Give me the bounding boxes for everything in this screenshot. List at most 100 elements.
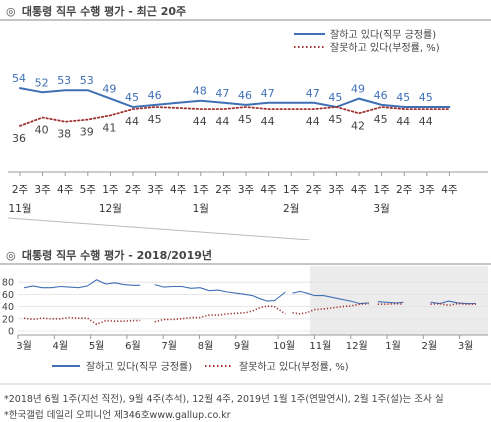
x-tick-label: 3주 — [419, 184, 436, 196]
series-line-negative — [19, 106, 451, 127]
data-label-positive: 47 — [306, 87, 320, 100]
top-line-chart: 잘하고 있다(직무 긍정률)잘못하고 있다(부정률, %) 54 52 53 53 49 4… — [0, 19, 491, 240]
data-label-negative: 45 — [374, 113, 388, 126]
legend-label-positive: 잘하고 있다(직무 긍정률) — [330, 28, 436, 41]
data-label-negative: 44 — [306, 115, 320, 128]
data-label-positive: 46 — [238, 89, 252, 102]
series-segment-positive — [377, 301, 404, 304]
data-label-positive: 48 — [193, 85, 207, 98]
data-label-positive: 46 — [374, 89, 388, 102]
data-label-negative: 38 — [57, 128, 71, 141]
x-tick-label: 3주 — [147, 184, 164, 196]
title-mark-icon: ◎ — [6, 249, 16, 262]
y-tick-label: 20 — [2, 314, 14, 325]
series-segment-negative — [154, 305, 286, 323]
data-label-positive: 45 — [328, 91, 342, 104]
data-label-negative: 36 — [12, 132, 26, 145]
data-label-positive: 45 — [419, 91, 433, 104]
x-tick-label: 1주 — [373, 184, 390, 196]
x-tick-label: 4주 — [351, 184, 368, 196]
series-line-positive — [19, 87, 451, 109]
x-tick-label: 3주 — [34, 184, 51, 196]
series-segment-negative — [430, 302, 476, 307]
top-chart-title-text: 대통령 직무 수행 평가 - 최근 20주 — [21, 5, 187, 18]
x-month-label: 5월 — [89, 340, 105, 352]
x-month-label: 4월 — [53, 340, 69, 352]
data-label-positive: 49 — [351, 83, 365, 96]
x-month-label: 3월 — [16, 340, 32, 352]
data-label-negative: 41 — [102, 121, 116, 134]
x-tick-label: 2주 — [12, 184, 29, 196]
data-label-negative: 44 — [125, 115, 139, 128]
data-label-positive: 49 — [102, 83, 116, 96]
data-label-positive: 54 — [12, 72, 26, 85]
x-tick-label: 4주 — [441, 184, 458, 196]
bottom-chart-title: ◎ 대통령 직무 수행 평가 - 2018/2019년 — [6, 247, 212, 263]
x-month-label: 7월 — [161, 340, 177, 352]
data-label-positive: 46 — [148, 89, 162, 102]
footnote-survey-gaps: *2018년 6월 1주(지선 직전), 9월 4주(추석), 12월 4주, … — [4, 394, 444, 405]
x-month-label: 11월 — [309, 340, 331, 352]
y-tick-label: 0 — [8, 327, 14, 338]
y-tick-label: 40 — [2, 302, 14, 313]
x-tick-label: 2주 — [125, 184, 142, 196]
data-label-negative: 42 — [351, 119, 365, 132]
x-tick-label: 1주 — [283, 184, 300, 196]
x-tick-label: 1주 — [102, 184, 119, 196]
bottom-chart-title-text: 대통령 직무 수행 평가 - 2018/2019년 — [21, 249, 213, 262]
data-label-positive: 53 — [80, 74, 94, 87]
data-label-positive: 45 — [396, 91, 410, 104]
series-segment-positive — [154, 284, 286, 302]
data-label-negative: 45 — [328, 113, 342, 126]
x-tick-label: 2주 — [306, 184, 323, 196]
data-label-positive: 47 — [215, 87, 229, 100]
month-label: 2월 — [283, 203, 299, 215]
month-label: 3월 — [373, 203, 389, 215]
x-month-label: 6월 — [125, 340, 141, 352]
data-label-negative: 44 — [396, 115, 410, 128]
x-month-label: 3월 — [458, 340, 474, 352]
x-month-label: 9월 — [234, 340, 250, 352]
recent-weeks-highlight — [310, 266, 488, 335]
y-tick-label: 60 — [2, 290, 14, 301]
x-tick-label: 2주 — [396, 184, 413, 196]
top-chart-title: ◎ 대통령 직무 수행 평가 - 최근 20주 — [6, 3, 186, 19]
data-label-negative: 39 — [80, 126, 94, 139]
data-label-positive: 45 — [125, 91, 139, 104]
series-segment-positive — [292, 290, 369, 305]
data-label-negative: 45 — [238, 113, 252, 126]
data-label-positive: 52 — [35, 76, 49, 89]
y-tick-label: 80 — [2, 278, 14, 289]
month-label: 12월 — [99, 203, 122, 215]
data-label-negative: 44 — [215, 115, 229, 128]
x-tick-label: 4주 — [57, 184, 74, 196]
x-month-label: 1월 — [385, 340, 401, 352]
zoom-connector — [7, 217, 311, 240]
x-month-label: 2월 — [422, 340, 438, 352]
title-mark-icon: ◎ — [6, 5, 16, 18]
legend-label-positive: 잘하고 있다(직무 긍정률) — [86, 360, 192, 373]
x-tick-label: 3주 — [238, 184, 255, 196]
footnote-source: *한국갤럽 데일리 오피니언 제346호www.gallup.co.kr — [4, 410, 231, 421]
x-tick-label: 4주 — [260, 184, 277, 196]
series-segment-positive — [23, 279, 141, 289]
month-label: 1월 — [193, 203, 209, 215]
data-label-negative: 44 — [261, 115, 275, 128]
series-segment-negative — [377, 302, 404, 306]
month-label: 11월 — [8, 203, 31, 215]
data-label-positive: 47 — [261, 87, 275, 100]
x-month-label: 8월 — [198, 340, 214, 352]
legend-label-negative: 잘못하고 있다(부정률, %) — [330, 41, 440, 54]
data-label-negative: 40 — [35, 124, 49, 137]
data-label-positive: 53 — [57, 74, 71, 87]
data-label-negative: 45 — [148, 113, 162, 126]
legend-label-negative: 잘못하고 있다(부정률, %) — [239, 360, 349, 373]
data-label-negative: 44 — [419, 115, 433, 128]
x-tick-label: 2주 — [215, 184, 232, 196]
data-label-negative: 44 — [193, 115, 207, 128]
x-month-label: 12월 — [346, 340, 368, 352]
x-tick-label: 3주 — [328, 184, 345, 196]
x-tick-label: 5주 — [80, 184, 97, 196]
x-month-label: 10월 — [273, 340, 295, 352]
